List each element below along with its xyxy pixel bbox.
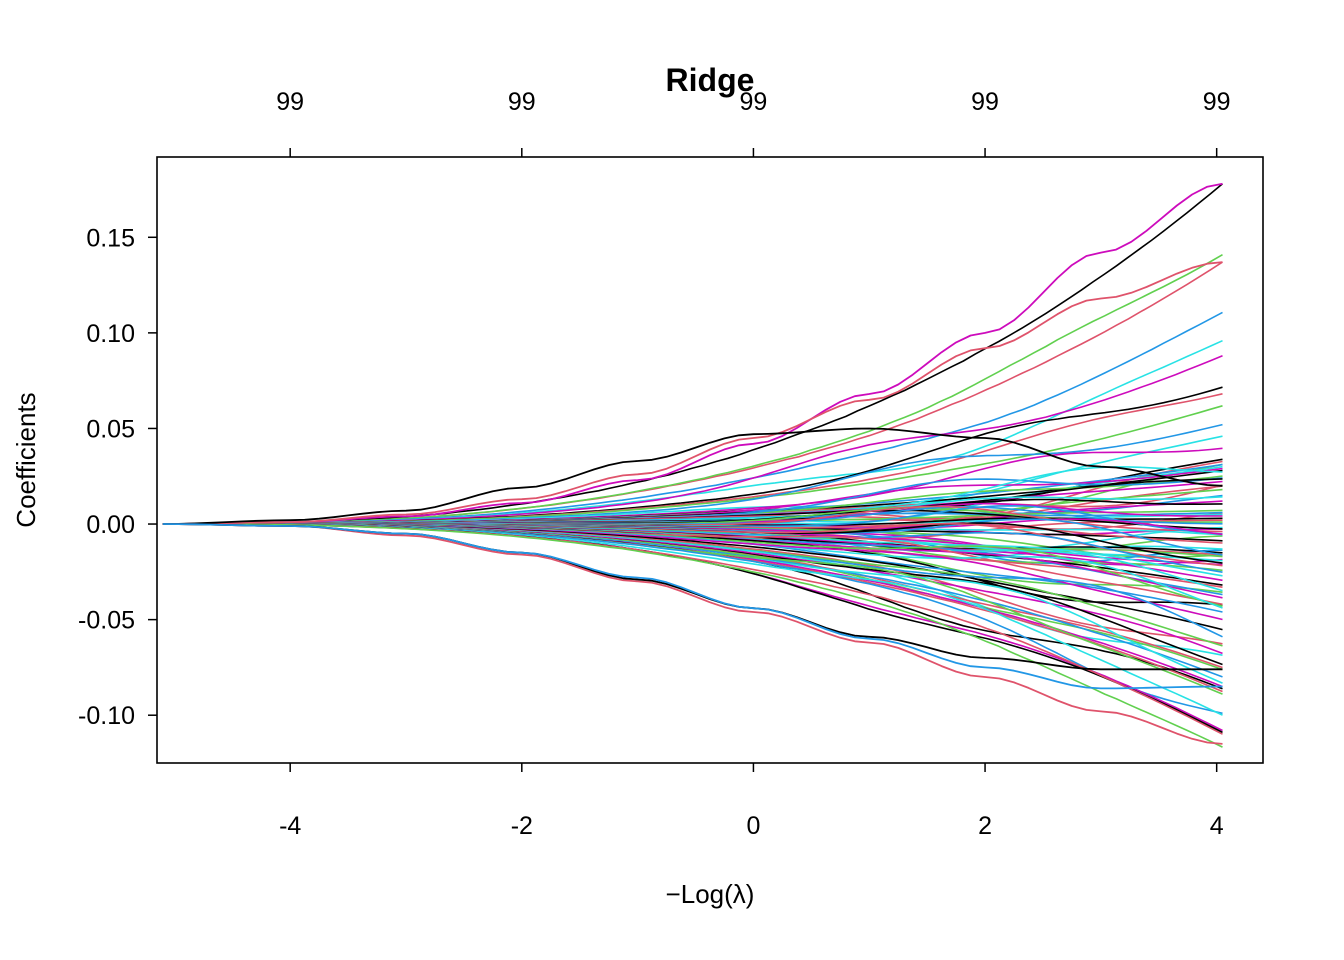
chart-title: Ridge <box>666 62 755 98</box>
y-axis-label: Coefficients <box>11 392 41 527</box>
x-tick-label: -4 <box>279 812 301 840</box>
coefficient-path <box>162 339 1223 525</box>
coefficient-path <box>162 182 1223 525</box>
coefficient-path <box>162 183 1224 525</box>
coefficient-path <box>162 427 1223 525</box>
x-axis: -4 -2 0 2 4 <box>279 763 1224 840</box>
top-tick-label: 99 <box>971 88 999 116</box>
top-tick-label: 99 <box>276 88 304 116</box>
x-tick-label: -2 <box>511 812 533 840</box>
coefficient-path <box>162 523 1223 690</box>
top-tick-label: 99 <box>740 88 768 116</box>
top-tick-label: 99 <box>508 88 536 116</box>
coefficient-path <box>162 523 1223 748</box>
x-tick-label: 2 <box>978 812 992 840</box>
x-tick-label: 0 <box>746 812 760 840</box>
plot-frame <box>156 156 1264 764</box>
coefficient-path <box>162 355 1223 525</box>
y-axis: -0.10 -0.05 0.00 0.05 0.10 0.15 <box>78 224 157 730</box>
y-tick-label: 0.05 <box>86 415 135 443</box>
y-tick-label: 0.15 <box>86 224 135 252</box>
top-tick-label: 99 <box>1203 88 1231 116</box>
y-tick-label: -0.10 <box>78 702 135 730</box>
y-tick-label: 0.10 <box>86 320 135 348</box>
y-tick-label: 0.00 <box>86 511 135 539</box>
coefficient-path <box>162 261 1223 525</box>
top-axis: 99 99 99 99 99 <box>276 88 1231 157</box>
x-tick-label: 4 <box>1210 812 1224 840</box>
x-axis-label: −Log(λ) <box>666 879 755 909</box>
y-tick-label: -0.05 <box>78 607 135 635</box>
coefficient-paths <box>162 182 1224 748</box>
